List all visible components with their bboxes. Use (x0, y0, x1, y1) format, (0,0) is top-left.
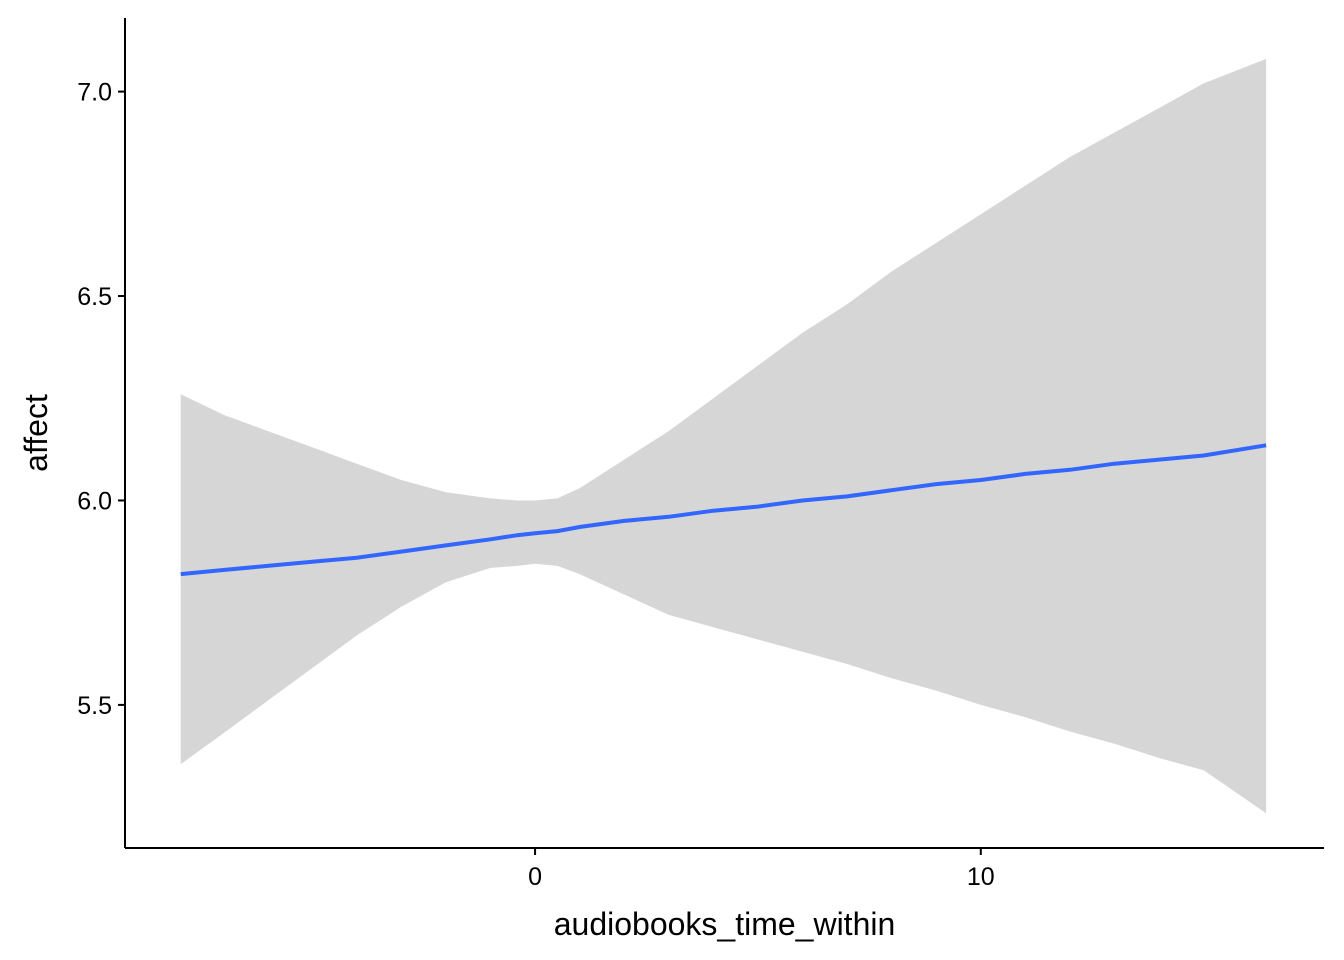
y-axis-title: affect (18, 394, 54, 472)
x-axis-title: audiobooks_time_within (554, 906, 896, 942)
x-tick-label: 10 (967, 863, 995, 891)
fit-line (180, 443, 1267, 577)
x-ticks: 0 10 (528, 848, 995, 891)
y-tick-label: 6.0 (77, 487, 112, 515)
y-ticks: 5.5 6.0 6.5 7.0 (77, 79, 125, 720)
plot-area (180, 58, 1267, 814)
y-tick-label: 6.5 (77, 283, 112, 311)
y-tick-label: 5.5 (77, 692, 112, 720)
x-tick-label: 0 (528, 863, 542, 891)
confidence-ribbon (180, 58, 1267, 814)
y-tick-label: 7.0 (77, 79, 112, 107)
